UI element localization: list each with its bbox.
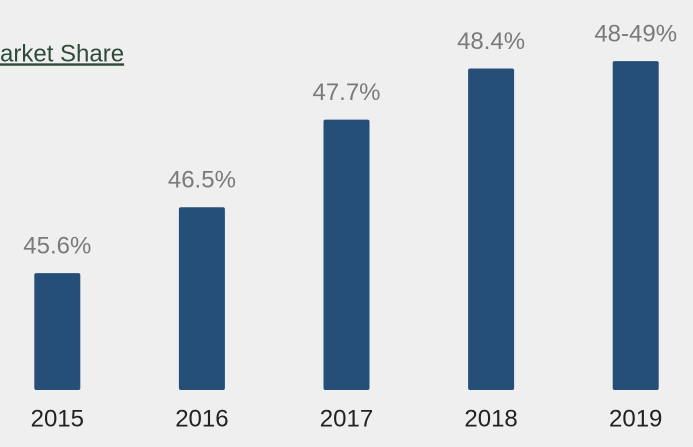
bar bbox=[34, 273, 81, 390]
x-tick-label: 2019 bbox=[609, 405, 662, 432]
value-label: 48.4% bbox=[457, 28, 525, 55]
bar bbox=[178, 207, 225, 390]
chart-title: arket Share bbox=[0, 40, 124, 67]
value-label: 46.5% bbox=[168, 167, 236, 194]
bar bbox=[612, 61, 659, 391]
bar bbox=[323, 119, 370, 390]
value-label: 47.7% bbox=[312, 79, 380, 106]
x-tick-label: 2015 bbox=[31, 405, 84, 432]
value-label: 45.6% bbox=[23, 232, 91, 259]
value-label: 48-49% bbox=[594, 20, 677, 47]
x-tick-label: 2017 bbox=[320, 405, 373, 432]
x-tick-label: 2016 bbox=[175, 405, 228, 432]
bar bbox=[468, 68, 515, 390]
x-tick-label: 2018 bbox=[464, 405, 517, 432]
